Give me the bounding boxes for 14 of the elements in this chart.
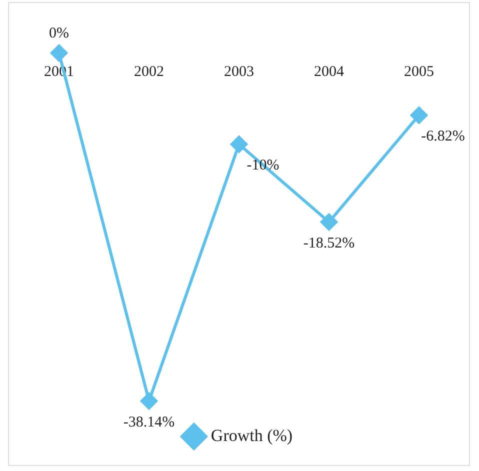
x-tick-label: 2004 (314, 64, 344, 80)
x-tick-label: 2002 (134, 64, 164, 80)
legend-label: Growth (%) (210, 426, 293, 445)
data-label: -18.52% (303, 235, 355, 252)
point (50, 44, 68, 62)
data-label: -38.14% (123, 414, 175, 430)
x-tick-label: 2005 (404, 64, 434, 80)
data-label: -6.82% (421, 128, 465, 145)
point (410, 106, 428, 124)
data-label: 0% (49, 25, 69, 42)
x-tick-label: 2003 (224, 64, 254, 80)
point (230, 136, 248, 153)
point (140, 392, 158, 410)
point (320, 213, 338, 230)
